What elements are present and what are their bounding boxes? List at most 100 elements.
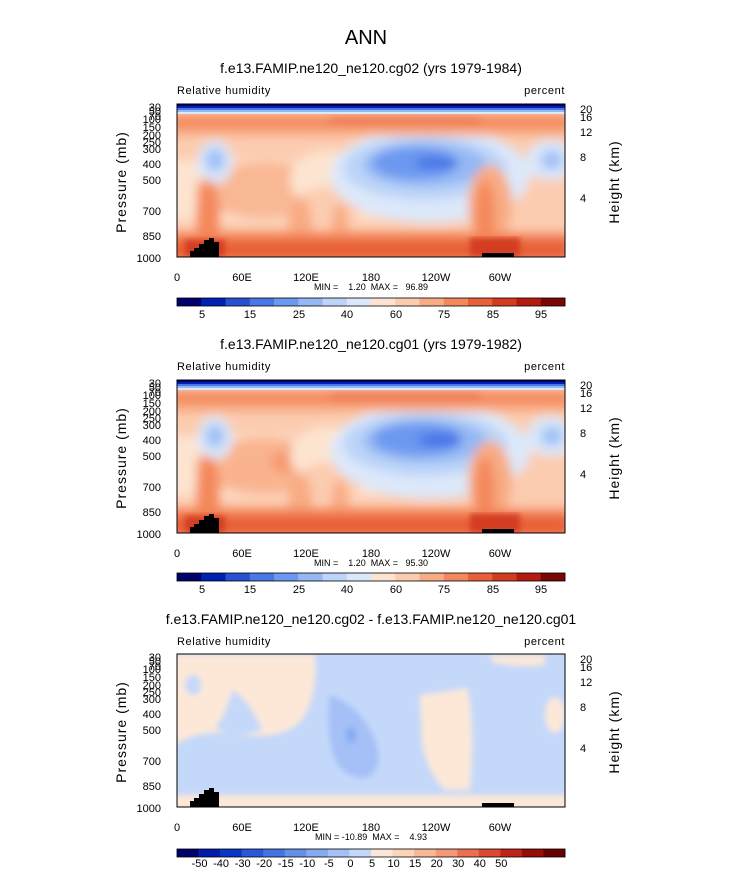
colorbar-swatch <box>414 849 436 857</box>
topography-mask <box>190 238 219 257</box>
pressure-tick-label: 250 <box>143 687 161 699</box>
variable-label: Relative humidity <box>177 636 271 648</box>
colorbar-swatch <box>395 573 420 581</box>
colorbar-swatch <box>249 573 275 581</box>
colorbar-label: -5 <box>324 858 334 870</box>
colorbar-swatch <box>371 849 393 857</box>
pressure-tick-label: 50 <box>149 382 161 394</box>
colorbar-label: -10 <box>299 858 315 870</box>
colorbar-swatch <box>419 298 445 306</box>
pressure-tick-label: 300 <box>143 420 161 432</box>
pressure-tick-label: 30 <box>149 652 161 664</box>
pressure-tick-label: 400 <box>143 159 161 171</box>
colorbar-swatch <box>349 849 372 857</box>
colorbar-swatch <box>457 849 480 857</box>
height-tick-label: 8 <box>580 702 586 714</box>
colorbar-label: 95 <box>535 584 547 596</box>
colorbar-swatch <box>241 849 264 857</box>
height-tick-label: 12 <box>580 127 592 139</box>
xtick-label: 120E <box>293 822 319 834</box>
xtick-label: 0 <box>174 822 180 834</box>
colorbar-label: -50 <box>192 858 208 870</box>
colorbar-swatch <box>220 849 242 857</box>
panel-title: f.e13.FAMIP.ne120_ne120.cg02 - f.e13.FAM… <box>166 611 577 627</box>
pressure-tick-label: 100 <box>143 664 161 676</box>
contour-field <box>177 654 565 807</box>
xtick-label: 120W <box>422 822 451 834</box>
height-tick-label: 12 <box>580 677 592 689</box>
colorbar-label: 40 <box>341 584 353 596</box>
figure-title: ANN <box>345 27 387 49</box>
panel-2: f.e13.FAMIP.ne120_ne120.cg01 (yrs 1979-1… <box>113 336 622 596</box>
pressure-tick-label: 70 <box>149 111 161 123</box>
xtick-label: 60W <box>489 548 512 560</box>
colorbar-swatch <box>478 849 501 857</box>
pressure-tick-label: 250 <box>143 413 161 425</box>
xtick-label: 120W <box>422 272 451 284</box>
colorbar-swatch <box>540 298 566 306</box>
variable-label: Relative humidity <box>177 85 271 97</box>
colorbar-swatch <box>371 298 396 306</box>
colorbar-labels: -50 -40 -30 -20 -15 -10 -5 0 5 10 15 20 30 40 50 <box>192 858 508 870</box>
colorbar-swatch <box>249 298 275 306</box>
colorbar-label: 15 <box>244 309 256 321</box>
colorbar-label: 25 <box>293 309 305 321</box>
colorbar-label: 30 <box>452 858 464 870</box>
pressure-tick-label: 100 <box>143 390 161 402</box>
colorbar-swatch <box>371 573 396 581</box>
xtick-label: 60W <box>489 822 512 834</box>
y2label: Height (km) <box>606 416 622 499</box>
colorbar-label: 15 <box>244 584 256 596</box>
xtick-label: 180 <box>362 822 380 834</box>
xtick-label: 0 <box>174 272 180 284</box>
colorbar-label: -30 <box>235 858 251 870</box>
colorbar-swatch <box>443 298 469 306</box>
colorbar-swatch <box>198 849 221 857</box>
height-tick-label: 16 <box>580 662 592 674</box>
panel-title: f.e13.FAMIP.ne120_ne120.cg01 (yrs 1979-1… <box>220 336 522 352</box>
colorbar-label: -15 <box>278 858 294 870</box>
colorbar-outline <box>176 297 566 307</box>
xtick-label: 60W <box>489 272 512 284</box>
units-label: percent <box>524 361 565 373</box>
ylabel: Pressure (mb) <box>113 131 129 233</box>
height-tick-label: 20 <box>580 380 592 392</box>
pressure-tick-label: 700 <box>143 482 161 494</box>
contour-field <box>177 380 565 533</box>
pressure-tick-label: 70 <box>149 661 161 673</box>
colorbar-swatch <box>327 849 350 857</box>
pressure-tick-label: 30 <box>149 102 161 114</box>
colorbar-label: 5 <box>199 309 205 321</box>
colorbar-label: 5 <box>369 858 375 870</box>
colorbar-label: -40 <box>213 858 229 870</box>
colorbar-swatch <box>201 298 226 306</box>
colorbar-swatch <box>395 298 420 306</box>
panel-3: f.e13.FAMIP.ne120_ne120.cg02 - f.e13.FAM… <box>113 611 622 870</box>
colorbar-label: 15 <box>409 858 421 870</box>
xtick-label: 60E <box>232 548 252 560</box>
colorbar-swatch <box>443 573 469 581</box>
height-tick-label: 20 <box>580 104 592 116</box>
colorbar-label: 75 <box>438 309 450 321</box>
height-tick-label: 4 <box>580 743 586 755</box>
xtick-label: 120E <box>293 272 319 284</box>
colorbar-labels: 5 15 25 40 60 75 85 95 <box>199 309 547 321</box>
pressure-tick-label: 500 <box>143 175 161 187</box>
pressure-tick-label: 500 <box>143 451 161 463</box>
units-label: percent <box>524 636 565 648</box>
colorbar-swatch <box>516 298 542 306</box>
colorbar <box>176 572 566 582</box>
colorbar-swatch <box>225 298 251 306</box>
colorbar-swatch <box>500 849 523 857</box>
xtick-label: 180 <box>362 548 380 560</box>
height-tick-label: 8 <box>580 428 586 440</box>
colorbar-swatch <box>177 298 202 306</box>
colorbar-label: 85 <box>487 309 499 321</box>
colorbar-swatch <box>201 573 226 581</box>
colorbar-swatch <box>468 298 493 306</box>
pressure-tick-label: 850 <box>143 781 161 793</box>
pressure-tick-label: 200 <box>143 130 161 142</box>
colorbar-label: -20 <box>256 858 272 870</box>
pressure-tick-label: 1000 <box>137 803 161 815</box>
